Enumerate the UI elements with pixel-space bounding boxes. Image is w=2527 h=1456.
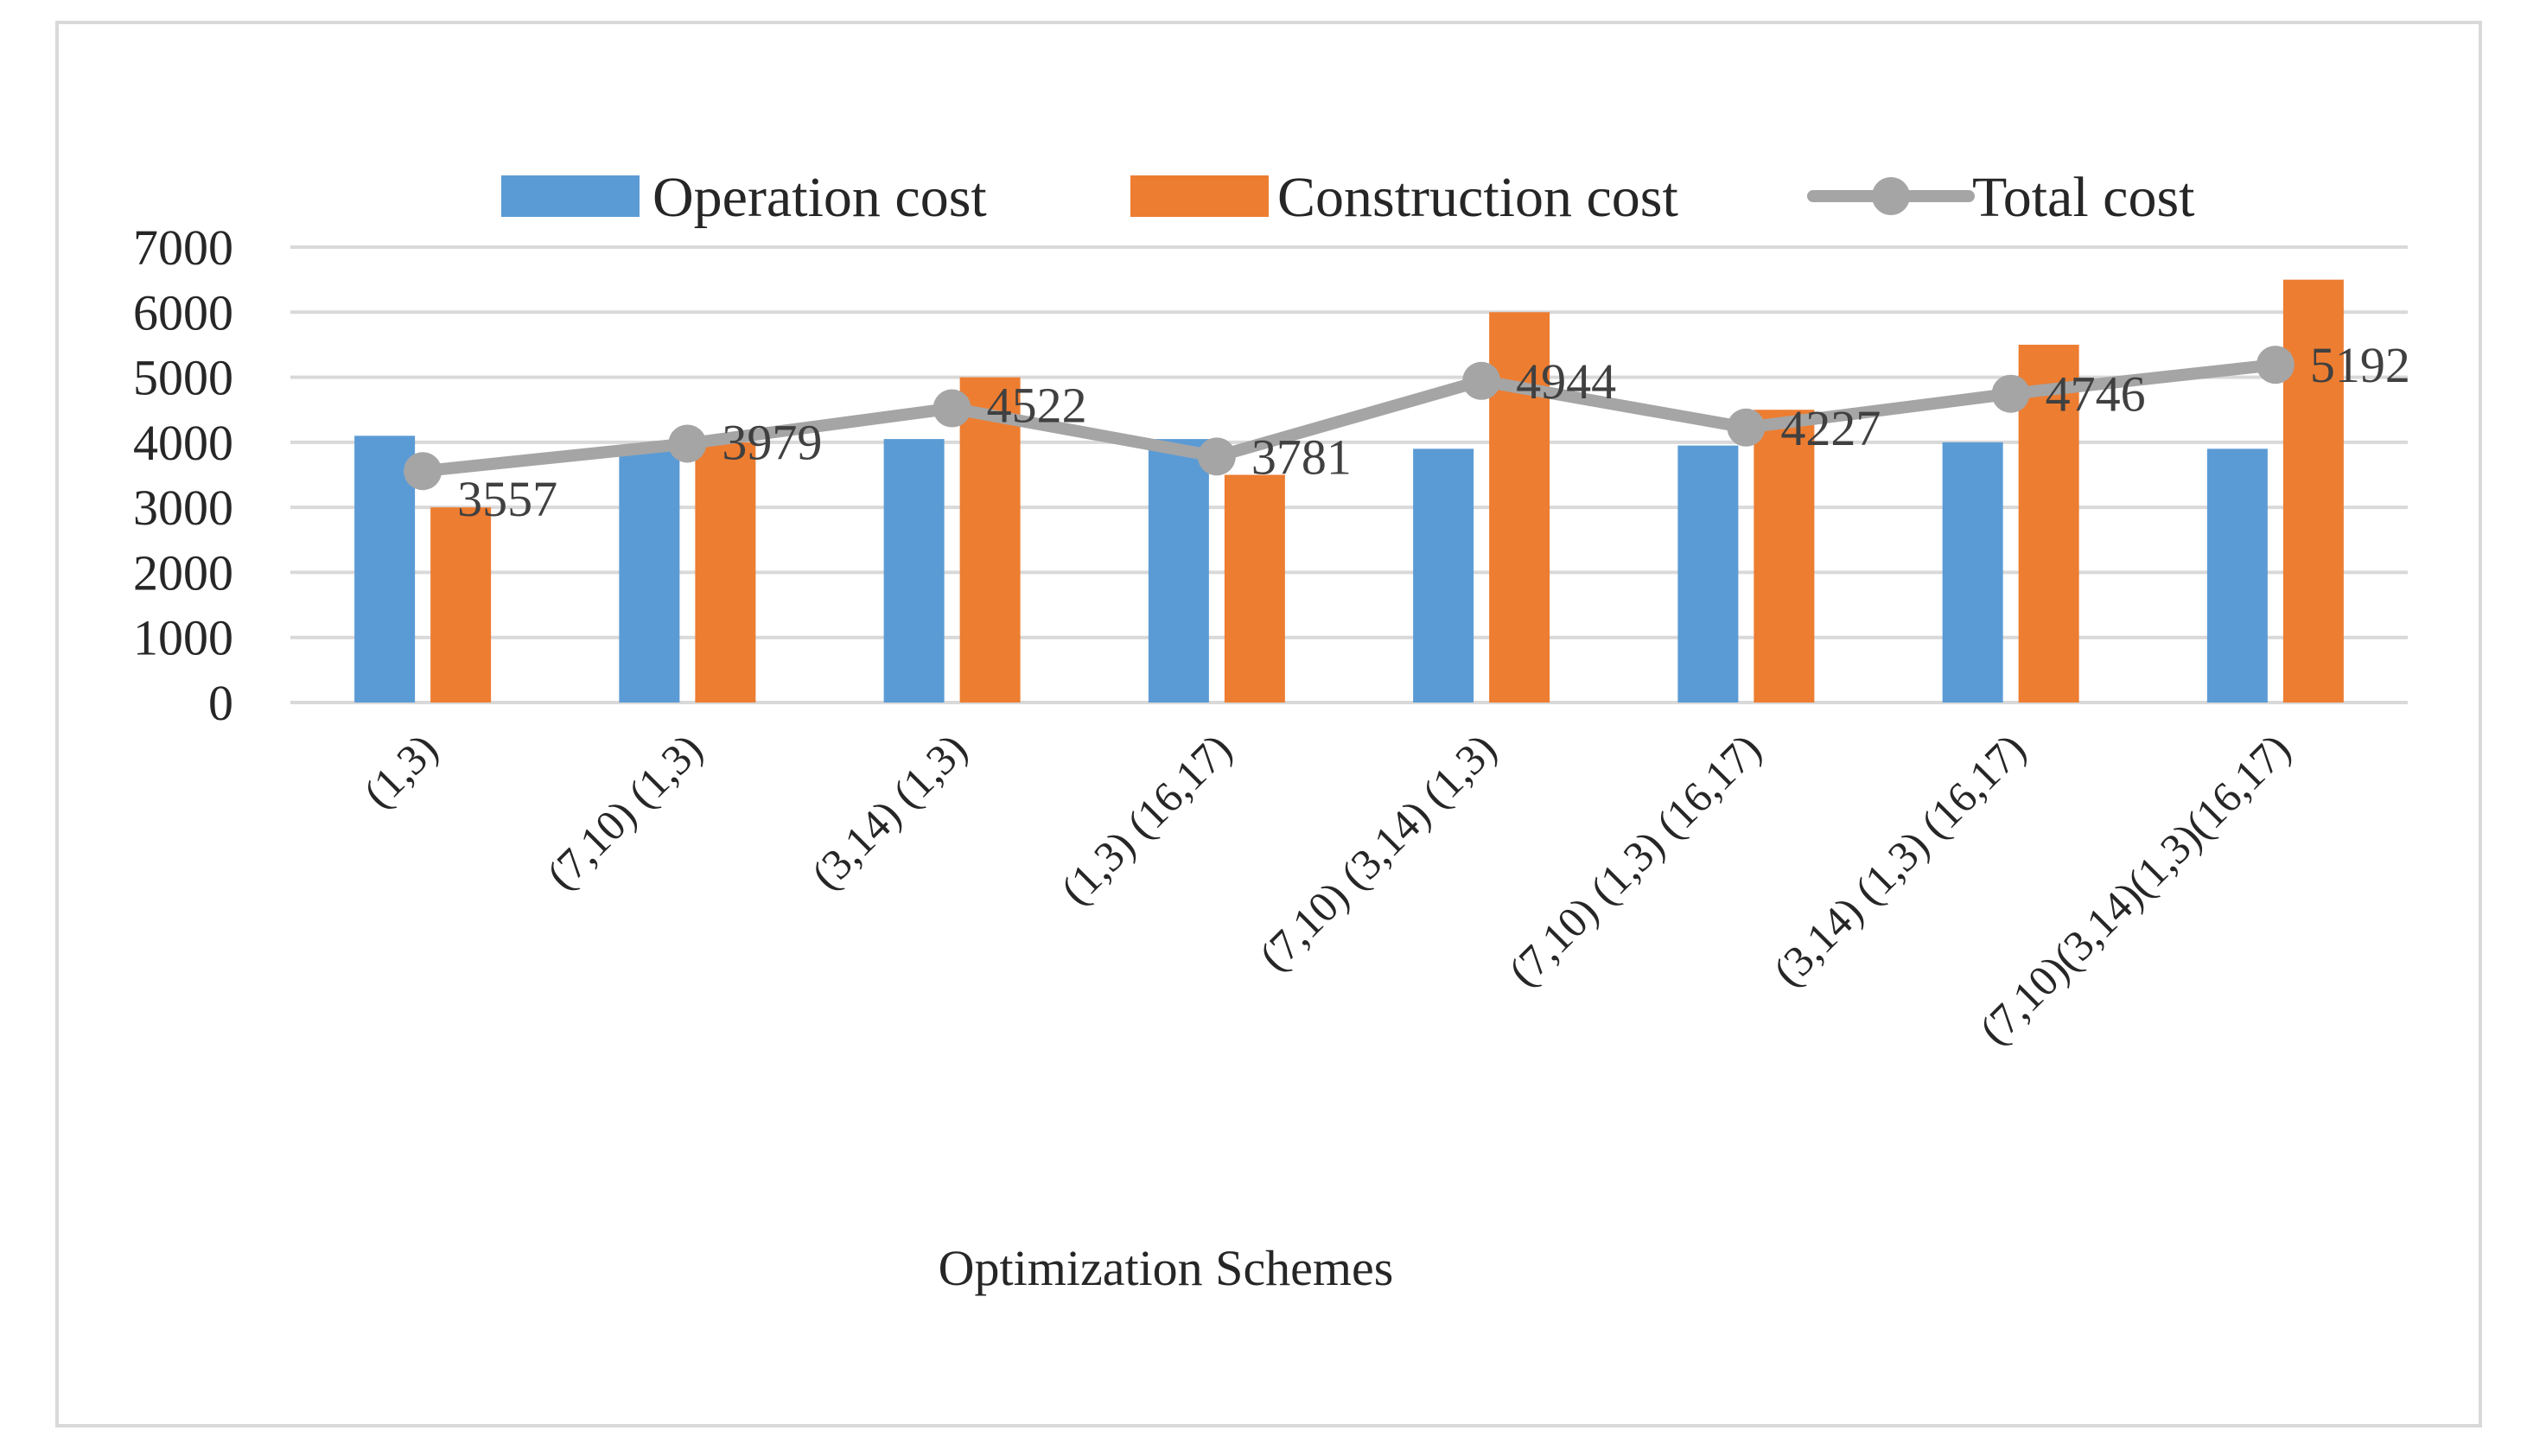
bar-operation-cost-3 — [1148, 439, 1209, 703]
bar-operation-cost-6 — [1942, 442, 2003, 703]
x-tick-label-6: (3,14) (1,3) (16,17) — [1764, 724, 2035, 995]
y-tick-label-4000: 4000 — [133, 415, 233, 471]
legend: Operation cost Construction cost Total c… — [501, 166, 2195, 229]
total-cost-marker-7 — [2256, 346, 2295, 385]
bar-construction-cost-3 — [1224, 474, 1285, 703]
bar-operation-cost-1 — [619, 445, 680, 703]
total-cost-data-label-3: 3781 — [1251, 429, 1352, 485]
total-cost-data-label-7: 5192 — [2310, 337, 2410, 393]
total-cost-marker-3 — [1197, 437, 1236, 476]
x-axis-title: Optimization Schemes — [939, 1240, 1394, 1296]
y-tick-labels: 0 1000 2000 3000 4000 5000 6000 7000 — [133, 219, 233, 731]
bar-operation-cost-7 — [2206, 448, 2268, 703]
x-tick-label-3: (1,3) (16,17) — [1051, 724, 1240, 913]
legend-swatch-construction — [1130, 175, 1269, 217]
total-cost-data-label-5: 4227 — [1780, 400, 1881, 456]
total-cost-marker-5 — [1727, 408, 1766, 447]
bar-construction-cost-5 — [1754, 410, 1815, 703]
total-cost-data-label-0: 3557 — [457, 471, 557, 527]
bars — [354, 279, 2344, 703]
x-tick-label-4: (7,10) (3,14) (1,3) — [1250, 724, 1505, 980]
total-cost-data-label-2: 4522 — [987, 378, 1087, 434]
bar-operation-cost-5 — [1677, 445, 1739, 703]
x-tick-labels: (1,3) (7,10) (1,3) (3,14) (1,3) (1,3) (16,1… — [354, 724, 2300, 1053]
total-cost-line — [404, 346, 2295, 491]
total-cost-data-label-6: 4746 — [2046, 366, 2146, 423]
data-labels: 3557 3979 4522 3781 4944 4227 4746 5192 — [457, 337, 2410, 527]
total-cost-polyline — [417, 359, 2282, 478]
bar-operation-cost-4 — [1413, 448, 1474, 703]
legend-label-construction: Construction cost — [1277, 166, 1678, 229]
total-cost-marker-4 — [1462, 361, 1501, 400]
legend-label-operation: Operation cost — [652, 166, 987, 229]
x-tick-label-1: (7,10) (1,3) — [538, 724, 712, 899]
y-tick-label-6000: 6000 — [133, 284, 233, 340]
total-cost-data-label-4: 4944 — [1516, 353, 1616, 410]
total-cost-marker-2 — [933, 389, 971, 428]
bar-construction-cost-1 — [695, 442, 756, 703]
y-tick-label-1000: 1000 — [133, 610, 233, 666]
x-tick-label-2: (3,14) (1,3) — [802, 724, 977, 899]
total-cost-marker-1 — [668, 424, 707, 463]
x-tick-label-0: (1,3) — [354, 724, 447, 817]
y-tick-label-5000: 5000 — [133, 350, 233, 406]
legend-swatch-total-marker — [1872, 177, 1910, 215]
y-tick-label-3000: 3000 — [133, 480, 233, 536]
y-tick-label-7000: 7000 — [133, 219, 233, 276]
bar-operation-cost-0 — [354, 436, 416, 703]
bar-construction-cost-7 — [2282, 279, 2344, 703]
x-tick-label-5: (7,10) (1,3) (16,17) — [1499, 724, 1771, 995]
total-cost-marker-0 — [404, 452, 442, 491]
bar-construction-cost-6 — [2018, 344, 2079, 703]
total-cost-data-label-1: 3979 — [722, 414, 822, 470]
bar-construction-cost-2 — [959, 377, 1021, 703]
legend-swatch-operation — [501, 175, 640, 217]
legend-label-total: Total cost — [1972, 166, 2195, 229]
bar-operation-cost-2 — [883, 439, 945, 703]
bar-construction-cost-0 — [430, 507, 492, 703]
total-cost-marker-6 — [1991, 374, 2030, 413]
y-tick-label-0: 0 — [208, 675, 233, 731]
y-tick-label-2000: 2000 — [133, 544, 233, 601]
chart-frame — [55, 21, 2482, 1427]
